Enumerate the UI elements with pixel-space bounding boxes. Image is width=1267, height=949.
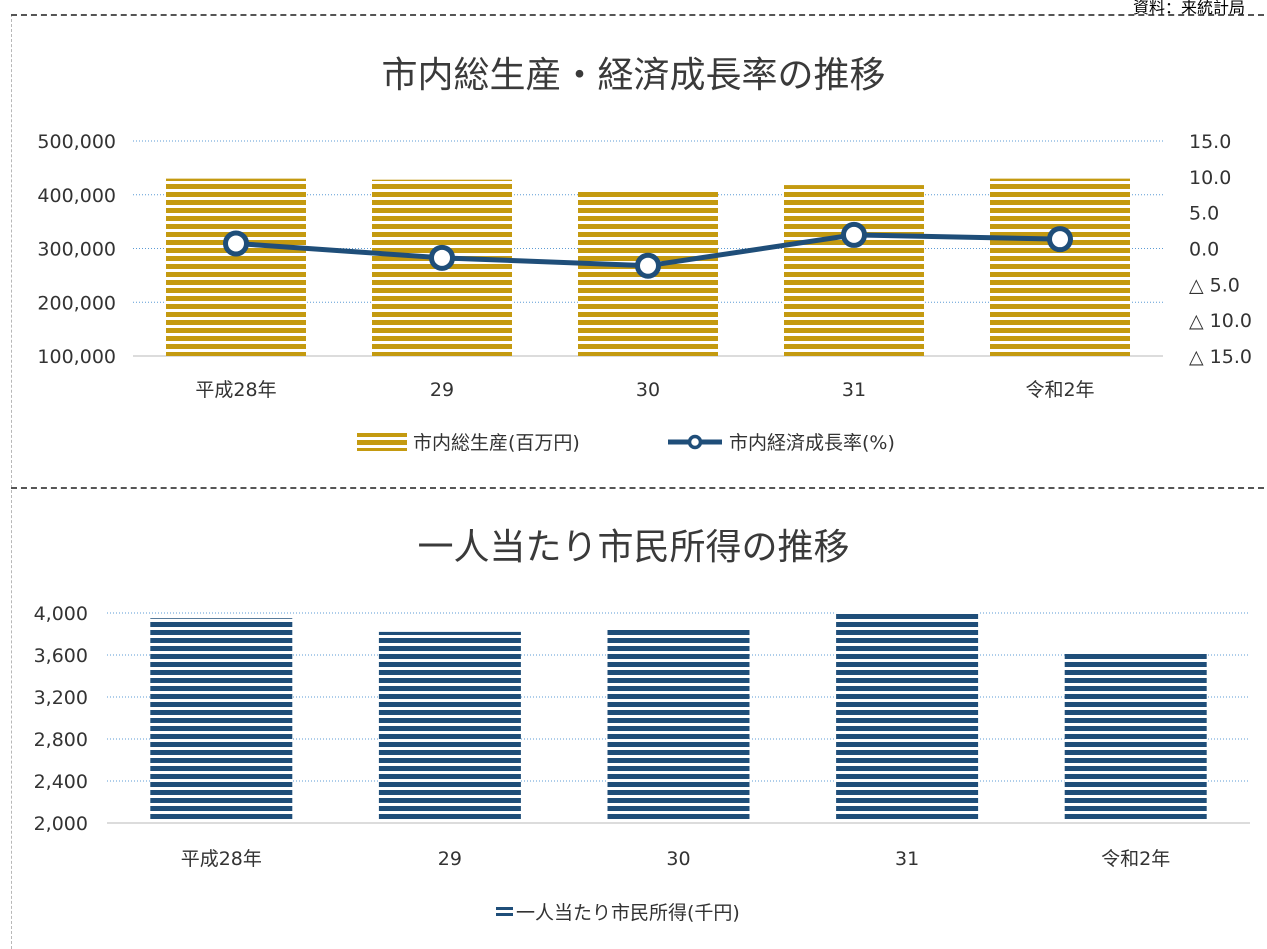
x-category-label: 31: [895, 848, 919, 870]
gdp-bar: [784, 185, 924, 356]
income-bar: [1064, 652, 1207, 819]
chart-title-gdp: 市内総生産・経済成長率の推移: [381, 55, 886, 96]
y-tick-label: 4,000: [34, 603, 88, 625]
y2-tick-label: 10.0: [1189, 167, 1231, 189]
growth-point: [635, 252, 661, 279]
y-tick-label: 200,000: [37, 292, 116, 314]
y-tick-label: 2,000: [34, 813, 88, 835]
y-tick-label: 3,200: [34, 687, 88, 709]
x-category-label: 平成28年: [181, 848, 262, 870]
x-category-label: 29: [438, 848, 462, 870]
growth-point: [429, 244, 455, 271]
y2-tick-label: 0.0: [1189, 239, 1219, 261]
legend-label-income: 一人当たり市民所得(千円): [516, 902, 740, 924]
y2-tick-label: △ 10.0: [1189, 310, 1252, 332]
legend-marker-growth: [687, 434, 703, 450]
gdp-growth-chart: 100,000 200,000 300,000 400,000 500,000 △ 15.…: [37, 131, 1252, 454]
source-note: 資料：来統計局: [1132, 0, 1245, 17]
income-bar: [607, 629, 750, 819]
legend-swatch-gdp: [357, 433, 407, 451]
section-divider: [11, 487, 1264, 489]
x-category-label: 30: [636, 379, 660, 401]
y2-tick-label: △ 5.0: [1189, 274, 1240, 296]
x-category-label: 29: [430, 379, 454, 401]
frame-left-border: [11, 14, 12, 949]
y-tick-label: 100,000: [37, 346, 116, 368]
legend-label-gdp: 市内総生産(百万円): [413, 432, 580, 454]
y-tick-label: 500,000: [37, 131, 116, 153]
top-divider: [11, 14, 1264, 16]
growth-point: [1047, 226, 1073, 253]
income-bar: [150, 618, 293, 819]
y2-tick-label: 5.0: [1189, 203, 1219, 225]
growth-point: [223, 230, 249, 257]
x-category-label: 31: [842, 379, 866, 401]
y-tick-label: 2,800: [34, 729, 88, 751]
x-category-label: 30: [666, 848, 690, 870]
y2-tick-label: 15.0: [1189, 131, 1231, 153]
y-tick-label: 3,600: [34, 645, 88, 667]
legend-swatch-income-stripe: [496, 913, 513, 916]
gdp-bar: [990, 178, 1130, 356]
chart-title-income: 一人当たり市民所得の推移: [417, 527, 850, 568]
legend-swatch-income: [496, 907, 513, 910]
income-bar: [836, 611, 979, 819]
growth-point: [841, 221, 867, 248]
legend-label-growth: 市内経済成長率(%): [729, 432, 895, 454]
x-category-label: 令和2年: [1101, 848, 1170, 870]
y-tick-label: 400,000: [37, 185, 116, 207]
income-chart: 2,000 2,400 2,800 3,200 3,600 4,000 平成28年 29 30 3…: [34, 603, 1250, 924]
x-category-label: 平成28年: [195, 379, 276, 401]
gdp-bar: [166, 178, 306, 356]
x-category-label: 令和2年: [1025, 379, 1094, 401]
income-bar: [378, 631, 521, 819]
y2-tick-label: △ 15.0: [1189, 346, 1252, 368]
y-tick-label: 2,400: [34, 771, 88, 793]
y-tick-label: 300,000: [37, 239, 116, 261]
